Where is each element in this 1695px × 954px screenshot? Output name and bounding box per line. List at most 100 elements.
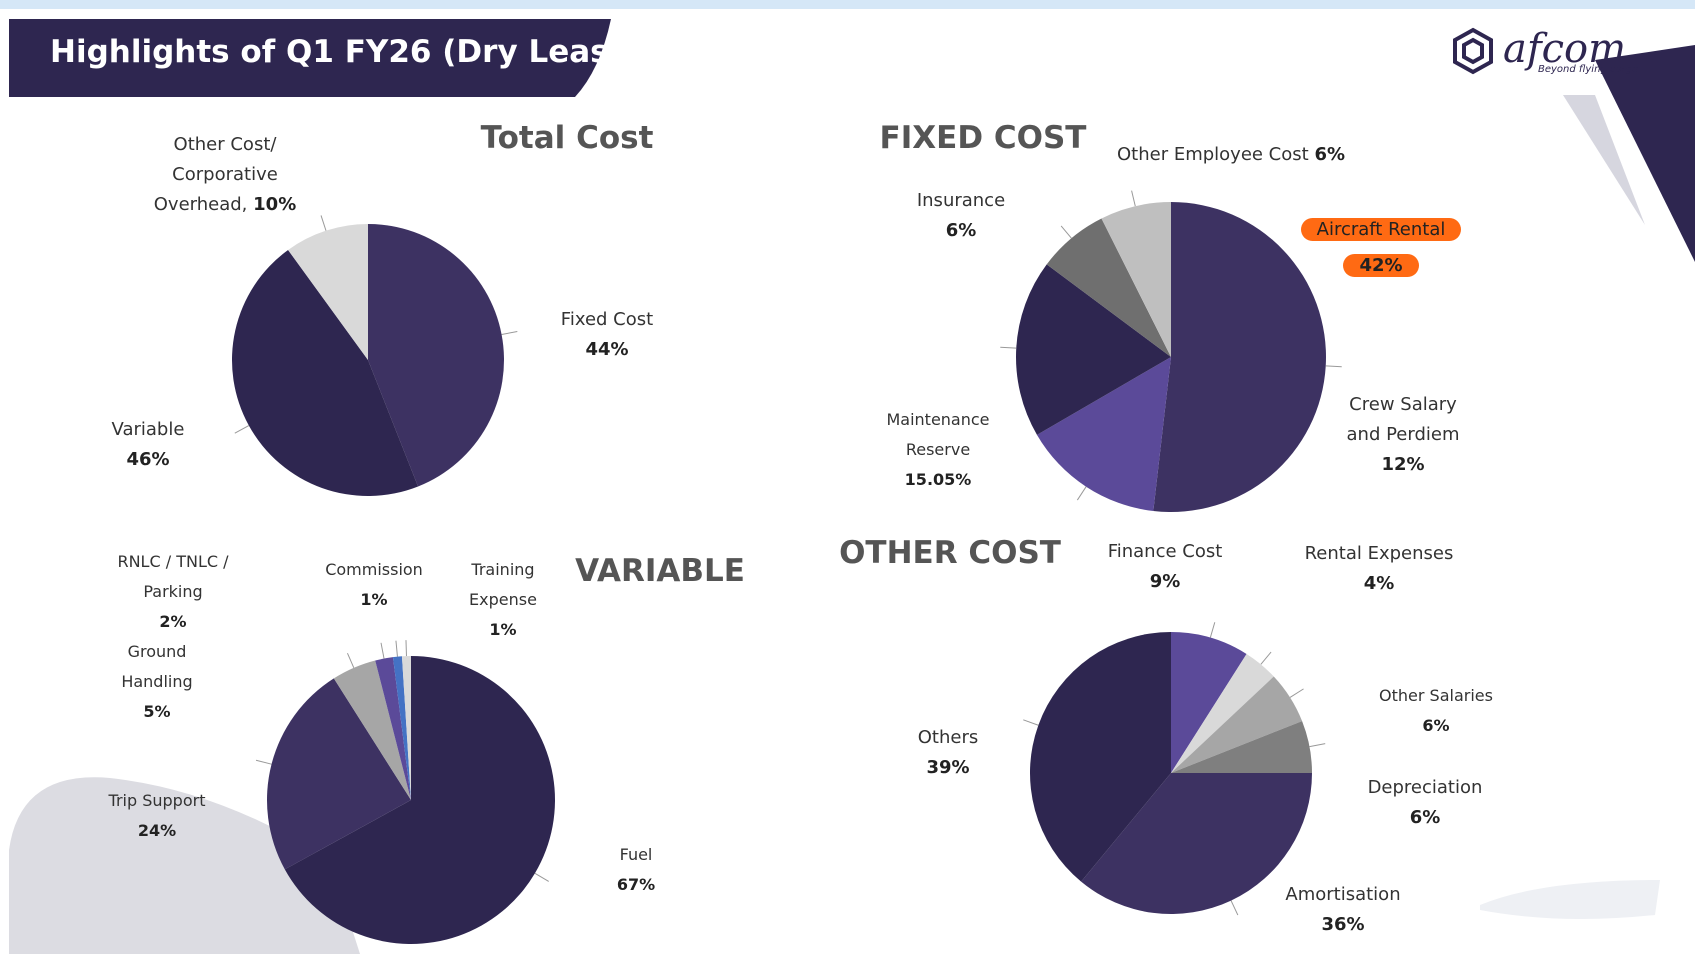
category-label: Aircraft Rental [1300, 218, 1462, 241]
pie-slice [333, 660, 411, 800]
value-label: 42% [1343, 254, 1419, 277]
leader-line [395, 640, 398, 657]
category-label: Fixed Cost [560, 309, 654, 330]
value-label: 2% [159, 612, 187, 631]
category-label: Trip Support [108, 791, 206, 810]
value-label: 6% [1314, 144, 1345, 165]
slice-label: Training Expense 1% [458, 555, 548, 645]
decor-triangle [1595, 45, 1695, 262]
pie-slice [375, 657, 411, 800]
slice-label: RNLC / TNLC / Parking 2% [103, 547, 243, 637]
value-label: 12% [1381, 454, 1425, 475]
category-label: Rental Expenses [1304, 543, 1454, 564]
pie-slice [284, 656, 555, 944]
chart-title: OTHER COST [839, 535, 1061, 571]
value-label: 10% [253, 194, 297, 215]
pie-slice [368, 224, 505, 487]
category-label: Amortisation [1285, 884, 1401, 905]
top-strip [0, 0, 1695, 9]
pie-slice [1171, 653, 1274, 773]
leader-line [1076, 486, 1087, 501]
value-label: 1% [489, 620, 517, 639]
leader-line [1325, 365, 1342, 368]
pie-slice [1046, 218, 1171, 357]
slice-label: Insurance 6% [896, 186, 1026, 246]
value-label: 44% [585, 339, 629, 360]
category-label: RNLC / TNLC / Parking [117, 552, 229, 601]
leader-line [1309, 743, 1326, 748]
chart-title: Total Cost [480, 120, 654, 156]
chart-title: FIXED COST [879, 120, 1087, 156]
decor-stripe [1563, 95, 1645, 225]
slice-label: Other Employee Cost 6% [1081, 140, 1381, 170]
category-label: Fuel [619, 845, 653, 864]
slice-label: Other Salaries 6% [1376, 681, 1496, 741]
slice-label: Variable 46% [78, 415, 218, 475]
category-label: Other Salaries [1379, 686, 1493, 705]
category-label: Commission [325, 560, 423, 579]
slice-label: Fixed Cost 44% [537, 305, 677, 365]
value-label: 6% [1409, 807, 1441, 828]
pie-slice [392, 656, 411, 800]
leader-line [1260, 651, 1272, 665]
pie-slice [288, 224, 368, 360]
leader-line [346, 652, 355, 669]
value-label: 6% [1422, 716, 1450, 735]
pie-slice [1081, 773, 1312, 915]
leader-line [1230, 900, 1239, 916]
decor-blob [9, 777, 360, 954]
leader-line [1131, 190, 1136, 207]
leader-line [1289, 688, 1304, 698]
slice-label: Fuel 67% [596, 840, 676, 900]
category-label: Other Cost/ Corporative Overhead, [153, 134, 278, 215]
slice-label: Finance Cost 9% [1085, 537, 1245, 597]
leader-line [380, 642, 385, 659]
leader-line [234, 425, 250, 434]
pie-slice [1171, 676, 1303, 773]
slice-label: Trip Support 24% [82, 786, 232, 846]
leader-line [1209, 622, 1216, 638]
category-label: Crew Salary and Perdiem [1346, 394, 1460, 445]
slice-label: Ground Handling 5% [107, 637, 207, 727]
logo-tagline: Beyond flying cargo [1538, 64, 1639, 75]
pie-slice [1036, 357, 1171, 511]
leader-line [320, 215, 327, 231]
logo-icon [1453, 27, 1493, 75]
slice-label: Rental Expenses 4% [1284, 539, 1474, 599]
slice-label: Depreciation 6% [1345, 773, 1505, 833]
plane-icon [1480, 880, 1660, 919]
value-label: 24% [137, 821, 177, 840]
value-label: 15.05% [904, 470, 972, 489]
slice-label: Others 39% [898, 723, 998, 783]
pie-slice [232, 249, 419, 497]
slice-label: Maintenance Reserve 15.05% [868, 405, 1008, 495]
slice-label: Other Cost/ Corporative Overhead, 10% [140, 130, 310, 220]
category-label: Other Employee Cost [1116, 144, 1309, 165]
chart-title: VARIABLE [575, 553, 745, 589]
leader-line [1023, 719, 1039, 726]
leader-line [255, 759, 272, 765]
category-label: Training Expense [469, 560, 537, 609]
slice-label: Crew Salary and Perdiem 12% [1343, 390, 1463, 480]
pie-slice [1029, 632, 1171, 882]
pie-slice [1016, 264, 1171, 435]
leader-line [1060, 225, 1072, 239]
value-label: 67% [616, 875, 656, 894]
pie-slice [1101, 202, 1171, 357]
slice-label: Aircraft Rental 42% [1271, 212, 1491, 284]
leader-line [405, 640, 407, 657]
category-label: Insurance [916, 190, 1006, 211]
value-label: 36% [1321, 914, 1365, 935]
leader-line [501, 331, 518, 336]
slice-label: Amortisation 36% [1263, 880, 1423, 940]
value-label: 5% [143, 702, 171, 721]
category-label: Depreciation [1367, 777, 1483, 798]
category-label: Finance Cost [1107, 541, 1223, 562]
pie-slice [401, 656, 411, 800]
leader-line [1000, 346, 1017, 349]
pie-slice [1171, 721, 1312, 773]
category-label: Ground Handling [121, 642, 193, 691]
header-banner [9, 19, 611, 97]
